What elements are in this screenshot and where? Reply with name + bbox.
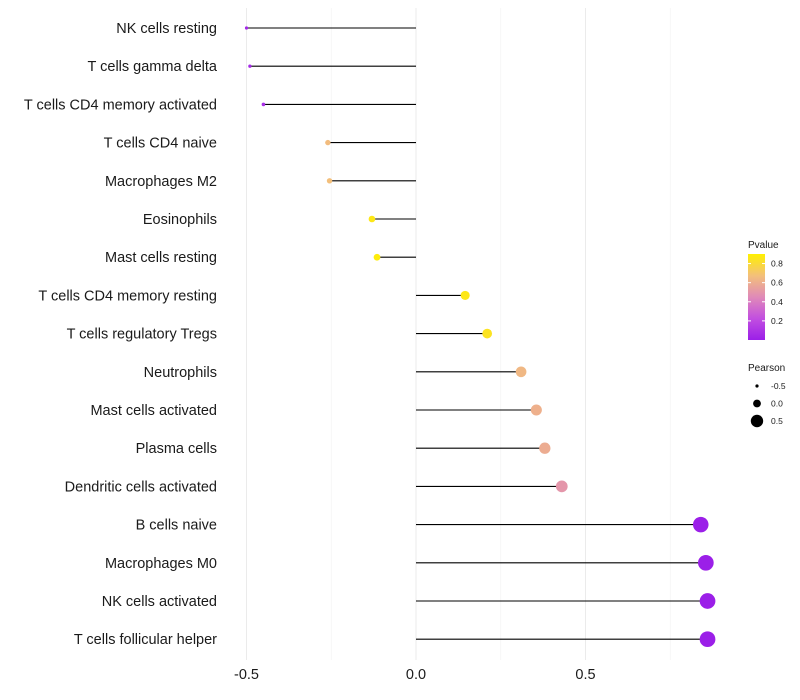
category-label: T cells CD4 memory resting bbox=[38, 288, 217, 304]
category-label: Neutrophils bbox=[144, 365, 217, 381]
category-label: Macrophages M0 bbox=[105, 556, 217, 572]
lollipop-stems bbox=[246, 27, 708, 640]
x-tick-label: 0.5 bbox=[575, 667, 595, 683]
pearson-legend-key bbox=[755, 384, 759, 388]
lollipop-point bbox=[515, 366, 527, 378]
lollipop-point bbox=[555, 480, 568, 493]
pearson-legend-label: 0.0 bbox=[771, 399, 783, 409]
category-label: T cells follicular helper bbox=[74, 632, 217, 648]
lollipop-point bbox=[244, 26, 249, 30]
category-label: Eosinophils bbox=[143, 212, 217, 228]
lollipop-point bbox=[261, 102, 266, 107]
pearson-legend-key bbox=[753, 399, 761, 408]
lollipop-point bbox=[460, 290, 470, 300]
pvalue-tick-label: 0.6 bbox=[771, 278, 783, 288]
pvalue-legend-title: Pvalue bbox=[748, 240, 779, 251]
category-label: T cells gamma delta bbox=[88, 59, 218, 75]
category-label: Mast cells resting bbox=[105, 250, 217, 266]
pearson-legend-key bbox=[750, 414, 764, 428]
lollipop-point bbox=[699, 593, 716, 609]
pearson-legend-label: 0.5 bbox=[771, 416, 783, 426]
lollipop-point bbox=[325, 139, 331, 146]
category-label: T cells regulatory Tregs bbox=[67, 327, 217, 343]
pvalue-tick-label: 0.4 bbox=[771, 297, 783, 307]
lollipop-point bbox=[692, 516, 709, 533]
category-label: NK cells activated bbox=[102, 594, 217, 610]
category-labels: NK cells resting T cells gamma delta T cel… bbox=[24, 21, 218, 648]
lollipop-point bbox=[248, 64, 252, 68]
pearson-legend-label: -0.5 bbox=[771, 381, 786, 391]
category-label: NK cells resting bbox=[116, 21, 217, 37]
pvalue-colorbar bbox=[748, 254, 765, 340]
category-label: B cells naive bbox=[136, 518, 217, 534]
pearson-legend-title: Pearson bbox=[748, 363, 785, 374]
lollipop-point bbox=[539, 442, 551, 454]
pvalue-tick-label: 0.2 bbox=[771, 316, 783, 326]
pvalue-legend: Pvalue 0.8 0.6 0.4 0.2 bbox=[748, 240, 783, 340]
lollipop-points bbox=[244, 26, 716, 648]
category-label: T cells CD4 memory activated bbox=[24, 97, 217, 113]
lollipop-point bbox=[699, 631, 716, 648]
lollipop-point bbox=[482, 328, 493, 339]
x-axis-tick-labels: -0.5 0.0 0.5 bbox=[234, 667, 596, 683]
pearson-legend: Pearson -0.5 0.0 0.5 bbox=[748, 363, 786, 428]
x-tick-label: -0.5 bbox=[234, 667, 259, 683]
category-label: Macrophages M2 bbox=[105, 174, 217, 190]
lollipop-point bbox=[530, 404, 542, 416]
lollipop-point bbox=[368, 215, 376, 223]
category-label: Mast cells activated bbox=[90, 403, 217, 419]
lollipop-point bbox=[373, 253, 381, 261]
x-tick-label: 0.0 bbox=[406, 667, 426, 683]
category-label: T cells CD4 naive bbox=[104, 136, 217, 152]
category-label: Dendritic cells activated bbox=[65, 479, 217, 495]
lollipop-point bbox=[698, 554, 714, 571]
category-label: Plasma cells bbox=[136, 441, 217, 457]
lollipop-point bbox=[326, 178, 333, 184]
pvalue-tick-label: 0.8 bbox=[771, 259, 783, 269]
